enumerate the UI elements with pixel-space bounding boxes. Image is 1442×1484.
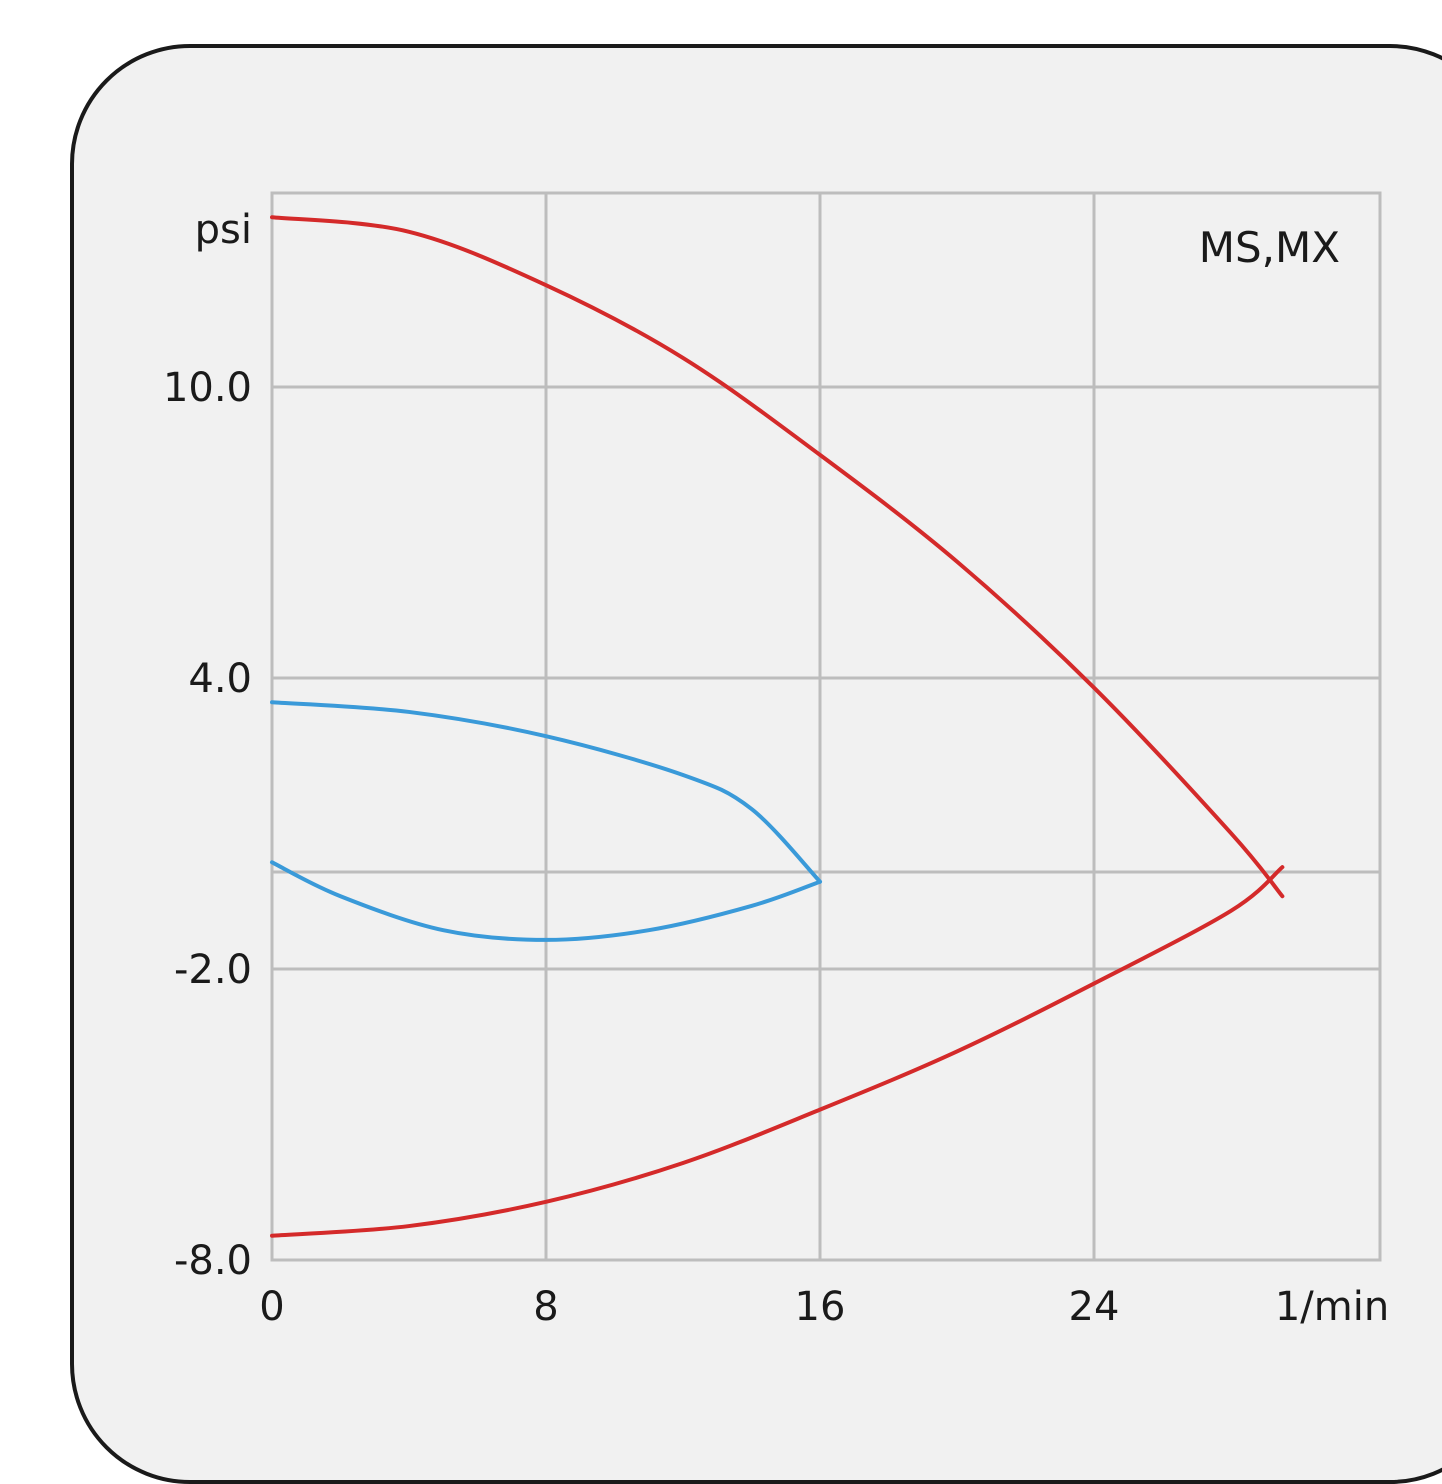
labels: psi 1/min MS,MX 0 8 16 24 10.0 4.0 -2.0 -8.0 — [163, 207, 1389, 1330]
chart-card — [70, 44, 1442, 1484]
y-tick-label: -2.0 — [174, 947, 252, 993]
plot-frame — [270, 191, 1382, 1262]
x-tick-label: 0 — [259, 1284, 284, 1330]
x-tick-label: 24 — [1069, 1284, 1120, 1330]
grid — [270, 191, 1382, 1262]
x-tick-label: 8 — [533, 1284, 558, 1330]
x-axis-unit: 1/min — [1275, 1284, 1389, 1330]
curve-3 — [270, 700, 822, 884]
y-tick-label: 10.0 — [163, 365, 252, 411]
y-tick-label: 4.0 — [188, 656, 252, 702]
model-annotation: MS,MX — [1199, 223, 1340, 272]
x-tick-label: 16 — [795, 1284, 846, 1330]
pressure-flow-chart: psi 1/min MS,MX 0 8 16 24 10.0 4.0 -2.0 -8.0 — [163, 191, 1389, 1330]
curve-2 — [270, 865, 1285, 1238]
curve-4 — [270, 860, 822, 942]
curve-1 — [270, 215, 1285, 899]
y-tick-label: -8.0 — [174, 1238, 252, 1284]
curves — [270, 215, 1285, 1238]
y-axis-unit: psi — [195, 207, 252, 253]
